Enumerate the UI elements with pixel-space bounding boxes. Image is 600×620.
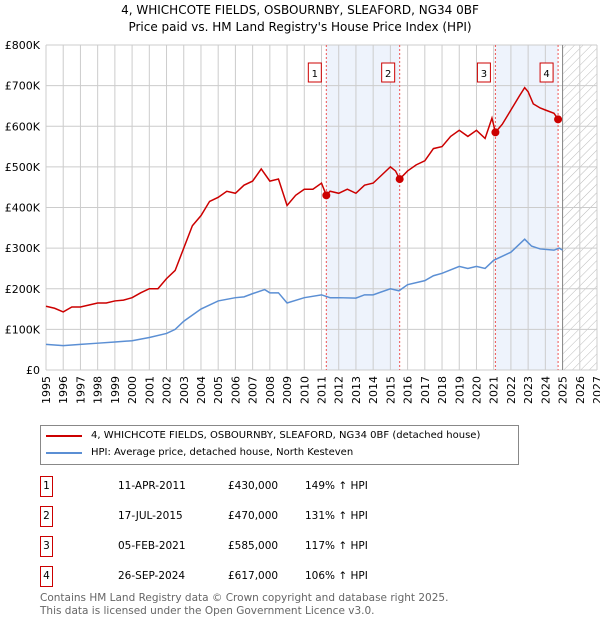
sale-hpi-change: 117% ↑ HPI [305, 540, 368, 552]
x-tick-label: 2027 [591, 376, 600, 404]
sale-row: 1 11-APR-2011 £430,000 149% ↑ HPI [40, 476, 440, 497]
sale-label: 3 [481, 69, 487, 80]
y-tick-label: £500K [5, 161, 41, 174]
sale-number: 3 [40, 536, 53, 557]
legend-red-label: 4, WHICHCOTE FIELDS, OSBOURNBY, SLEAFORD… [91, 430, 481, 441]
price-chart: 1995 1996 1997 1998 1999 2000 2001 2002 2003 2004… [5, 39, 600, 404]
x-tick-label: 1999 [109, 376, 122, 404]
sale-hpi-change: 131% ↑ HPI [305, 510, 368, 522]
sale-label-box [307, 62, 322, 83]
sale-date: 26-SEP-2024 [118, 570, 186, 582]
sale-label: 1 [312, 69, 318, 80]
x-tick-label: 2021 [488, 376, 501, 404]
x-tick-label: 2002 [161, 376, 174, 404]
x-tick-label: 2007 [247, 376, 260, 404]
y-tick-label: £300K [5, 242, 41, 255]
legend: 4, WHICHCOTE FIELDS, OSBOURNBY, SLEAFORD… [40, 425, 519, 465]
sale-point [491, 128, 500, 137]
sale-label: 4 [543, 69, 549, 80]
footer-line2: This data is licensed under the Open Gov… [40, 605, 375, 617]
sale-number: 2 [40, 506, 53, 527]
x-tick-label: 2017 [419, 376, 432, 404]
hpi-line [45, 238, 563, 347]
legend-red-swatch [46, 435, 82, 437]
x-tick-label: 2020 [470, 376, 483, 404]
x-tick-label: 2026 [574, 376, 587, 404]
sale-label-box [476, 62, 491, 83]
legend-blue-swatch [46, 452, 82, 454]
x-tick-label: 2000 [126, 376, 139, 404]
x-tick-label: 2015 [384, 376, 397, 404]
x-tick-label: 2005 [212, 376, 225, 404]
sale-number: 4 [40, 566, 53, 587]
legend-blue-label: HPI: Average price, detached house, Nort… [91, 447, 354, 458]
sale-row: 2 17-JUL-2015 £470,000 131% ↑ HPI [40, 506, 440, 527]
sale-label: 2 [385, 69, 391, 80]
y-tick-label: £400K [5, 202, 41, 215]
sale-price: £430,000 [228, 480, 279, 492]
sale-date: 11-APR-2011 [118, 480, 186, 492]
x-tick-label: 2016 [402, 376, 415, 404]
y-tick-label: £0 [26, 364, 40, 377]
x-tick-label: 2012 [333, 376, 346, 404]
y-tick-label: £200K [5, 283, 41, 296]
sale-point [554, 115, 563, 124]
y-tick-label: £600K [5, 120, 41, 133]
x-tick-label: 2006 [229, 376, 242, 404]
y-tick-label: £800K [5, 39, 41, 52]
x-tick-label: 2004 [195, 376, 208, 404]
x-tick-label: 2019 [453, 376, 466, 404]
sale-price: £617,000 [228, 570, 279, 582]
sale-row: 4 26-SEP-2024 £617,000 106% ↑ HPI [40, 566, 440, 587]
x-tick-label: 1997 [74, 376, 87, 404]
sale-date: 05-FEB-2021 [118, 540, 186, 552]
sale-price: £470,000 [228, 510, 279, 522]
price-line [45, 86, 559, 313]
sale-point [395, 175, 404, 184]
sale-label-box [381, 62, 396, 83]
x-tick-label: 2008 [264, 376, 277, 404]
sale-date: 17-JUL-2015 [118, 510, 183, 522]
x-tick-label: 1995 [40, 376, 53, 404]
x-tick-label: 2014 [367, 376, 380, 404]
x-tick-label: 2024 [539, 376, 552, 404]
x-tick-label: 2013 [350, 376, 363, 404]
chart-title: 4, WHICHCOTE FIELDS, OSBOURNBY, SLEAFORD… [121, 3, 479, 17]
sale-number: 1 [40, 476, 53, 497]
x-tick-label: 2023 [522, 376, 535, 404]
x-tick-label: 2025 [557, 376, 570, 404]
x-tick-label: 1998 [92, 376, 105, 404]
x-tick-label: 2010 [298, 376, 311, 404]
sale-hpi-change: 149% ↑ HPI [305, 480, 368, 492]
x-tick-label: 2018 [436, 376, 449, 404]
sale-row: 3 05-FEB-2021 £585,000 117% ↑ HPI [40, 536, 440, 557]
sale-hpi-change: 106% ↑ HPI [305, 570, 368, 582]
x-tick-label: 2001 [143, 376, 156, 404]
y-tick-label: £100K [5, 323, 41, 336]
sale-price: £585,000 [228, 540, 279, 552]
y-tick-label: £700K [5, 80, 41, 93]
x-tick-label: 2022 [505, 376, 518, 404]
sale-label-box [539, 62, 554, 83]
x-tick-label: 2009 [281, 376, 294, 404]
x-tick-label: 1996 [57, 376, 70, 404]
footer-line1: Contains HM Land Registry data © Crown c… [40, 592, 449, 604]
x-tick-label: 2003 [178, 376, 191, 404]
footer: Contains HM Land Registry data © Crown c… [40, 592, 448, 618]
x-tick-label: 2011 [316, 376, 329, 404]
chart-subtitle: Price paid vs. HM Land Registry's House … [128, 20, 472, 34]
sale-point [322, 191, 331, 200]
